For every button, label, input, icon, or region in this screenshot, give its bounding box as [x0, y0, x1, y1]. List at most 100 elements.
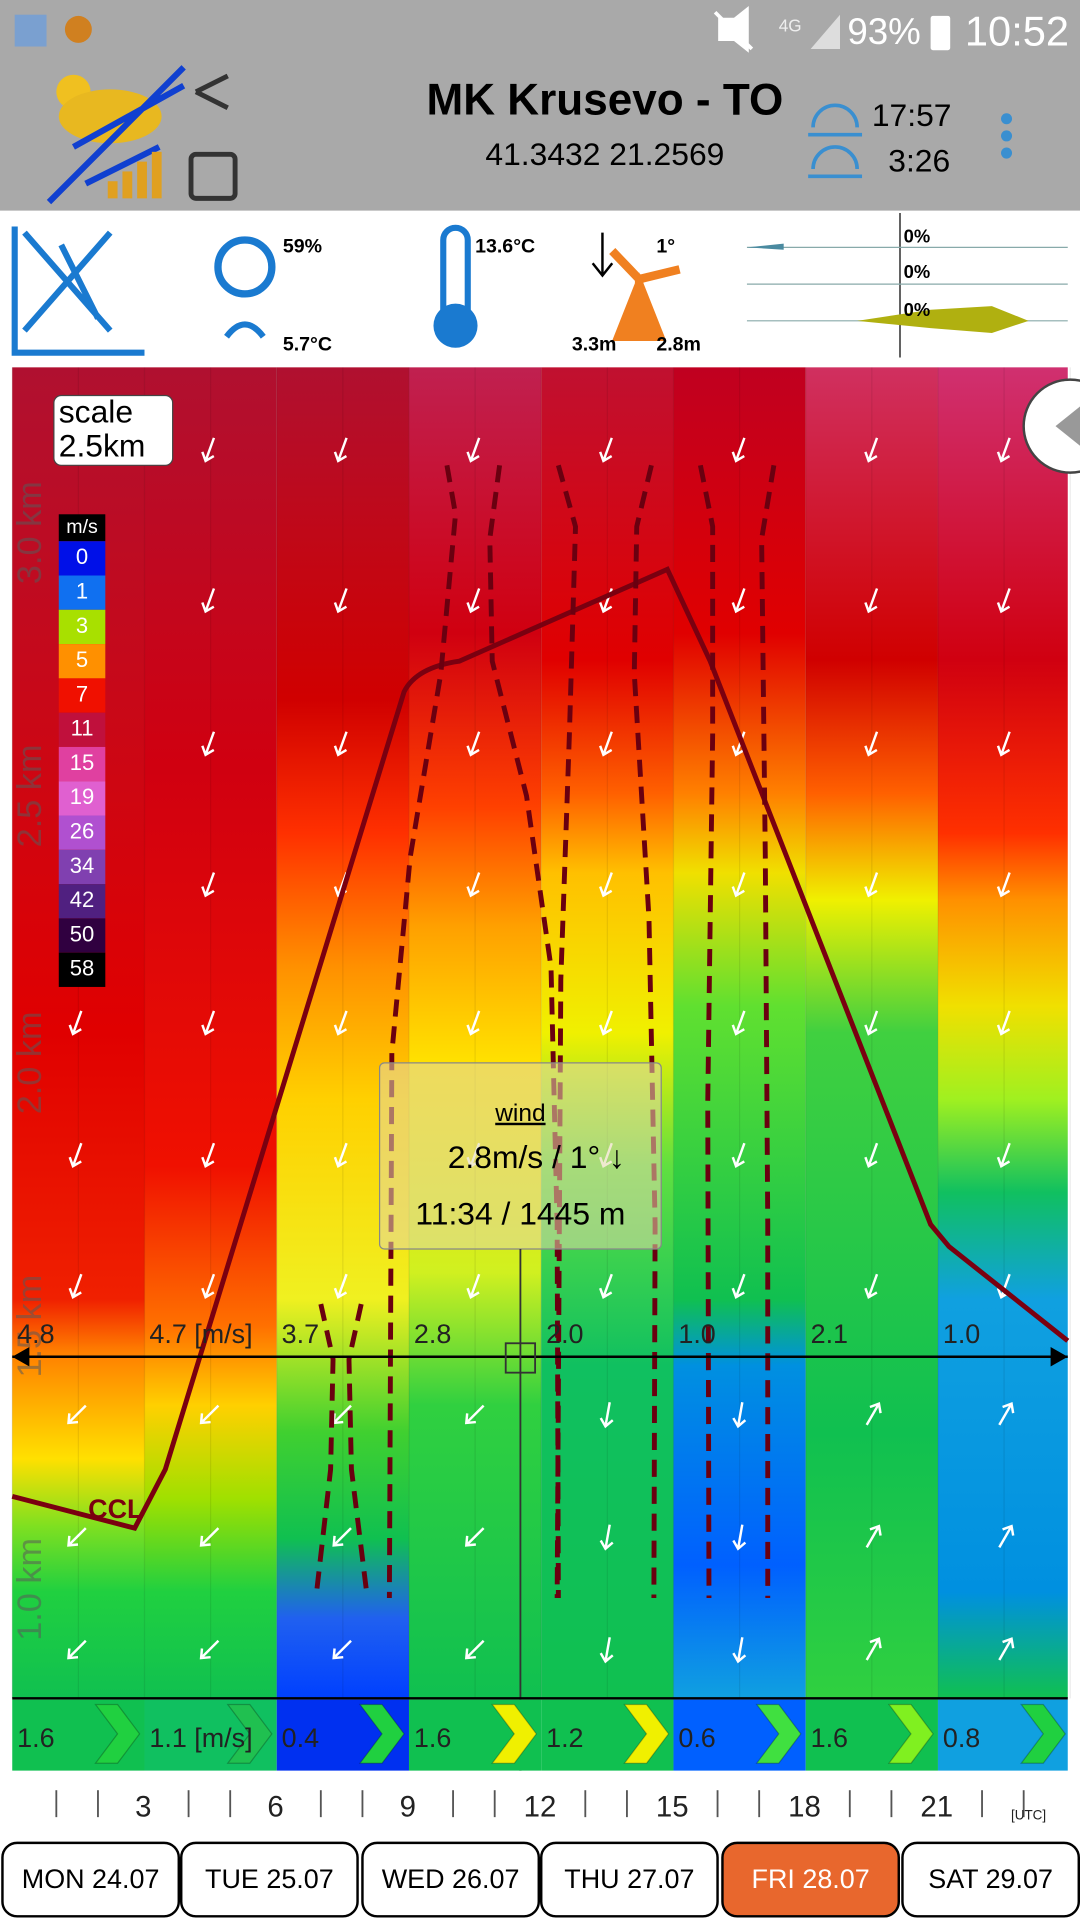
- thermal-edge: [313, 1303, 336, 1599]
- surface-chevron: [94, 1703, 141, 1764]
- wind-arrow-shape: [864, 1010, 879, 1036]
- thermal-strength: 2.1: [811, 1319, 848, 1349]
- save-icon[interactable]: [188, 151, 238, 201]
- wind-arrow-shape: [333, 588, 348, 614]
- surface-chevron: [1020, 1703, 1067, 1764]
- surface-value: 1.6: [811, 1723, 848, 1753]
- coordinates: 41.3432 21.2569: [485, 136, 724, 172]
- wind-arrow: [333, 588, 348, 614]
- wind-arrow-shape: [67, 1639, 87, 1660]
- app-logo[interactable]: [46, 65, 186, 205]
- wind-arrow-shape: [864, 588, 879, 614]
- surface-chevron: [755, 1703, 802, 1764]
- hour-label: 3: [135, 1790, 151, 1823]
- wind-arrow-shape: [333, 437, 348, 463]
- surface-value: 1.6: [17, 1723, 54, 1753]
- wind-arrow-shape: [201, 588, 216, 614]
- wind-arrow: [599, 1524, 614, 1551]
- wind-arrow-shape: [333, 1010, 348, 1036]
- wind-arrow-shape: [599, 731, 613, 757]
- wind-arrow-shape: [998, 1637, 1015, 1661]
- surface-chevron: [887, 1703, 934, 1764]
- wind-arrow-shape: [333, 1142, 348, 1168]
- legend-swatch: [58, 609, 106, 645]
- thermometer-icon: [433, 303, 478, 348]
- network-label: 4G: [779, 15, 802, 35]
- wind-arrow: [199, 1639, 220, 1660]
- wind-low: 3.3m: [572, 333, 617, 355]
- humidity-icon: [214, 236, 276, 298]
- wind-arrow: [732, 1402, 747, 1429]
- share-icon[interactable]: [194, 73, 229, 110]
- wind-arrow: [731, 1273, 746, 1300]
- day-button[interactable]: SAT 29.07: [901, 1841, 1080, 1918]
- day-label: SAT 29.07: [928, 1864, 1053, 1894]
- wind-arrow-shape: [68, 1142, 83, 1168]
- wind-arrow: [333, 1273, 348, 1300]
- notification-icon: [14, 14, 47, 47]
- wind-arrow: [466, 437, 481, 463]
- crosshair-box: [504, 1342, 537, 1374]
- tooltip-title: wind: [494, 1100, 545, 1127]
- legend-swatch: [58, 952, 106, 987]
- wind-arrow: [864, 1273, 879, 1300]
- wind-arrow-shape: [201, 1142, 216, 1168]
- logo-bar: [137, 161, 147, 199]
- legend-swatch: [58, 746, 106, 782]
- wind-arrow: [201, 588, 216, 614]
- wind-arrow-shape: [864, 437, 879, 463]
- wind-arrow-shape: [464, 1404, 485, 1425]
- wind-arrow-shape: [732, 1402, 747, 1429]
- thermal-edge: [346, 1303, 370, 1599]
- wind-arrow: [201, 1273, 216, 1300]
- precip-value: 0%: [904, 225, 931, 246]
- wind-arrow: [466, 1273, 481, 1300]
- wind-arrow: [68, 1273, 83, 1300]
- wind-arrow: [731, 872, 746, 898]
- legend-label: 42: [70, 887, 95, 912]
- wind-arrow: [864, 1142, 879, 1168]
- legend-swatch: [58, 644, 106, 679]
- wind-arrow: [599, 872, 613, 898]
- hour-label: 6: [267, 1790, 283, 1823]
- wind-arrow: [464, 1639, 485, 1660]
- surface-value: 1.6: [414, 1723, 451, 1753]
- menu-button[interactable]: [1001, 113, 1013, 159]
- humidity: 59%: [283, 236, 322, 258]
- wind-arrow-shape: [333, 731, 348, 757]
- wind-arrow-shape: [68, 1273, 83, 1300]
- wind-arrow-shape: [332, 1527, 352, 1547]
- wind-arrow-shape: [731, 1142, 746, 1168]
- wind-arrow: [998, 1637, 1015, 1661]
- menu-dot: [1001, 147, 1013, 159]
- surface-chevron: [491, 1703, 538, 1764]
- legend-label: 1: [76, 578, 88, 603]
- hour-label: [UTC]: [1011, 1807, 1046, 1822]
- legend-unit: m/s: [66, 516, 98, 538]
- thermal-strength: 3.7: [282, 1319, 319, 1349]
- wind-arrow: [466, 1010, 481, 1036]
- day-button[interactable]: FRI 28.07: [721, 1841, 900, 1918]
- wind-arrow: [68, 1142, 83, 1168]
- wind-arrow: [333, 1010, 348, 1036]
- wind-arrow: [864, 872, 879, 898]
- tooltip-wind: 2.8m/s / 1° ↓: [448, 1139, 625, 1175]
- precip-shape: [857, 306, 1029, 334]
- day-button[interactable]: THU 27.07: [540, 1841, 719, 1918]
- wind-arrow-shape: [731, 588, 746, 614]
- thermal-strength: 2.0: [546, 1319, 583, 1349]
- day-button[interactable]: WED 26.07: [361, 1841, 540, 1918]
- day-button[interactable]: TUE 25.07: [180, 1841, 359, 1918]
- network-icon[interactable]: [11, 226, 145, 356]
- side-button[interactable]: [1022, 378, 1080, 474]
- wind-arrow: [67, 1639, 87, 1660]
- wind-arrow: [68, 1010, 83, 1036]
- wind-arrow: [996, 872, 1011, 898]
- sunrise-icon: [808, 145, 863, 179]
- day-button[interactable]: MON 24.07: [1, 1841, 180, 1918]
- thermal-strength: 2.8: [414, 1319, 451, 1349]
- ccl-curve: [11, 566, 1070, 1532]
- wind-arrow: [201, 437, 216, 463]
- menu-dot: [1001, 130, 1013, 142]
- location-title: MK Krusevo - TO: [427, 75, 784, 124]
